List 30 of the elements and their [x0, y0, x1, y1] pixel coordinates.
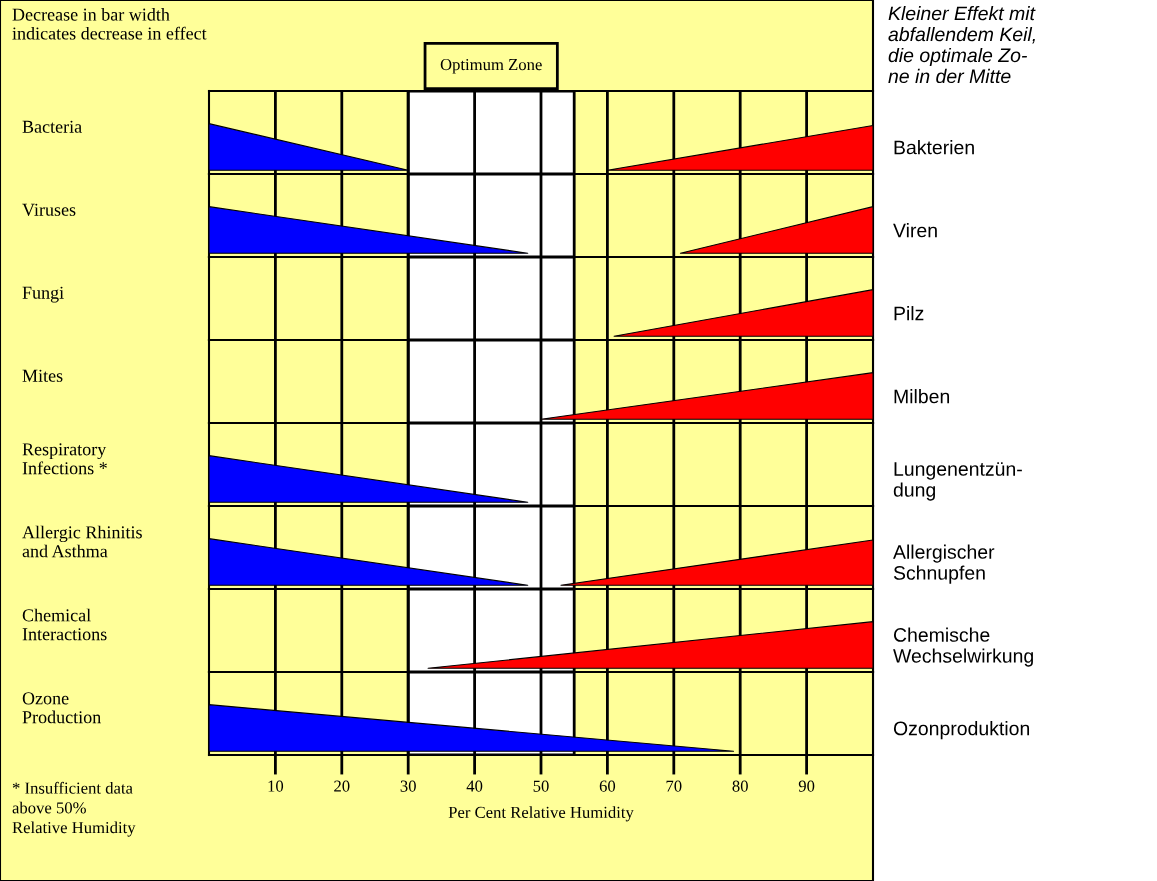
x-tick-label: 10: [268, 780, 284, 792]
y-axis-title: Bacteria: [22, 120, 82, 133]
x-tick-label: 20: [334, 780, 350, 792]
y-axis-title: Respiratory Infections *: [22, 443, 107, 475]
text: * Insufficient data above 50% Relative Humidity: [12, 781, 136, 837]
y-axis-title: Chemical Interactions: [22, 608, 107, 641]
y-axis-title: Allergic Rhinitis and Asthma: [22, 525, 142, 558]
x-tick-label: 40: [466, 780, 483, 792]
x-tick-label: 50: [533, 780, 549, 792]
text: Viren: [893, 223, 937, 238]
text: Chemische Wechselwirkung: [893, 627, 1033, 667]
text: Ozonproduktion: [893, 721, 1030, 740]
text: Decrease in bar width indicates decrease in effect: [12, 8, 207, 40]
text: Allergischer Schnupfen: [893, 544, 995, 584]
x-tick-label: 60: [599, 780, 616, 792]
y-axis-title: Fungi: [22, 286, 64, 303]
text: Pilz: [894, 306, 924, 321]
y-axis-title: Mites: [22, 369, 63, 382]
x-tick-label: 70: [666, 780, 682, 792]
text: Milben: [894, 389, 950, 404]
y-axis-title: Ozone Production: [22, 692, 101, 724]
text: Kleiner Effekt mit abfallendem Keil, die optimale Zo- ne in der Mitte: [888, 6, 1036, 84]
x-tick-label: 30: [400, 780, 416, 792]
x-tick-label: 80: [732, 780, 748, 792]
band-label: Optimum Zone: [440, 58, 542, 74]
x-tick-label: 90: [798, 780, 815, 792]
y-axis-title: Viruses: [22, 203, 76, 216]
text: Bakterien: [894, 140, 974, 155]
text: Lungenentzün- dung: [893, 462, 1022, 501]
x-axis-title: Per Cent Relative Humidity: [448, 806, 634, 822]
